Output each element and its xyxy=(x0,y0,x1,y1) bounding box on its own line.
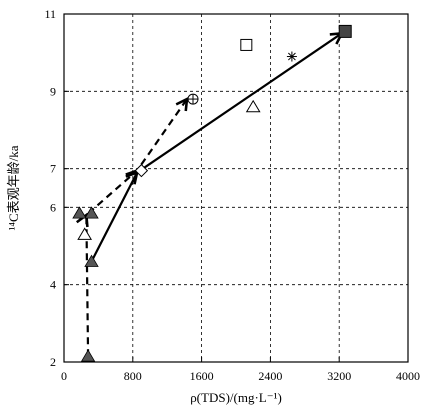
x-tick-label: 2400 xyxy=(258,369,282,383)
point-circle-plus xyxy=(187,93,199,105)
y-axis-label: ¹⁴C表观年龄/ka xyxy=(6,145,21,230)
y-tick-label: 11 xyxy=(44,7,56,21)
data-points xyxy=(72,24,352,362)
trend-arrows xyxy=(86,33,342,357)
axis-ticks: 0 800 1600 2400 3200 4000 2 4 6 7 9 11 xyxy=(44,7,420,383)
point-triangle-filled xyxy=(72,206,87,219)
dashed-trend-arrow xyxy=(86,99,187,357)
point-triangle-filled xyxy=(80,349,96,362)
x-tick-label: 3200 xyxy=(327,369,351,383)
y-tick-label: 4 xyxy=(50,278,56,292)
x-tick-label: 1600 xyxy=(190,369,214,383)
x-axis-label: ρ(TDS)/(mg·L⁻¹) xyxy=(190,390,282,405)
solid-trend-arrow xyxy=(90,33,342,262)
x-tick-label: 800 xyxy=(124,369,142,383)
point-triangle-filled xyxy=(84,206,99,219)
y-tick-label: 7 xyxy=(50,162,56,176)
point-triangle-filled xyxy=(84,254,99,267)
point-triangle-open xyxy=(245,99,261,113)
y-tick-label: 2 xyxy=(50,355,56,369)
x-tick-label: 4000 xyxy=(396,369,420,383)
x-tick-label: 0 xyxy=(61,369,67,383)
point-diamond-open xyxy=(134,163,149,178)
point-square-filled xyxy=(338,24,352,38)
y-tick-label: 6 xyxy=(50,200,56,214)
point-square-open xyxy=(240,38,253,51)
y-tick-label: 9 xyxy=(50,84,56,98)
plot-area-frame xyxy=(63,13,409,363)
point-triangle-open xyxy=(77,227,93,240)
point-asterisk xyxy=(286,51,297,62)
